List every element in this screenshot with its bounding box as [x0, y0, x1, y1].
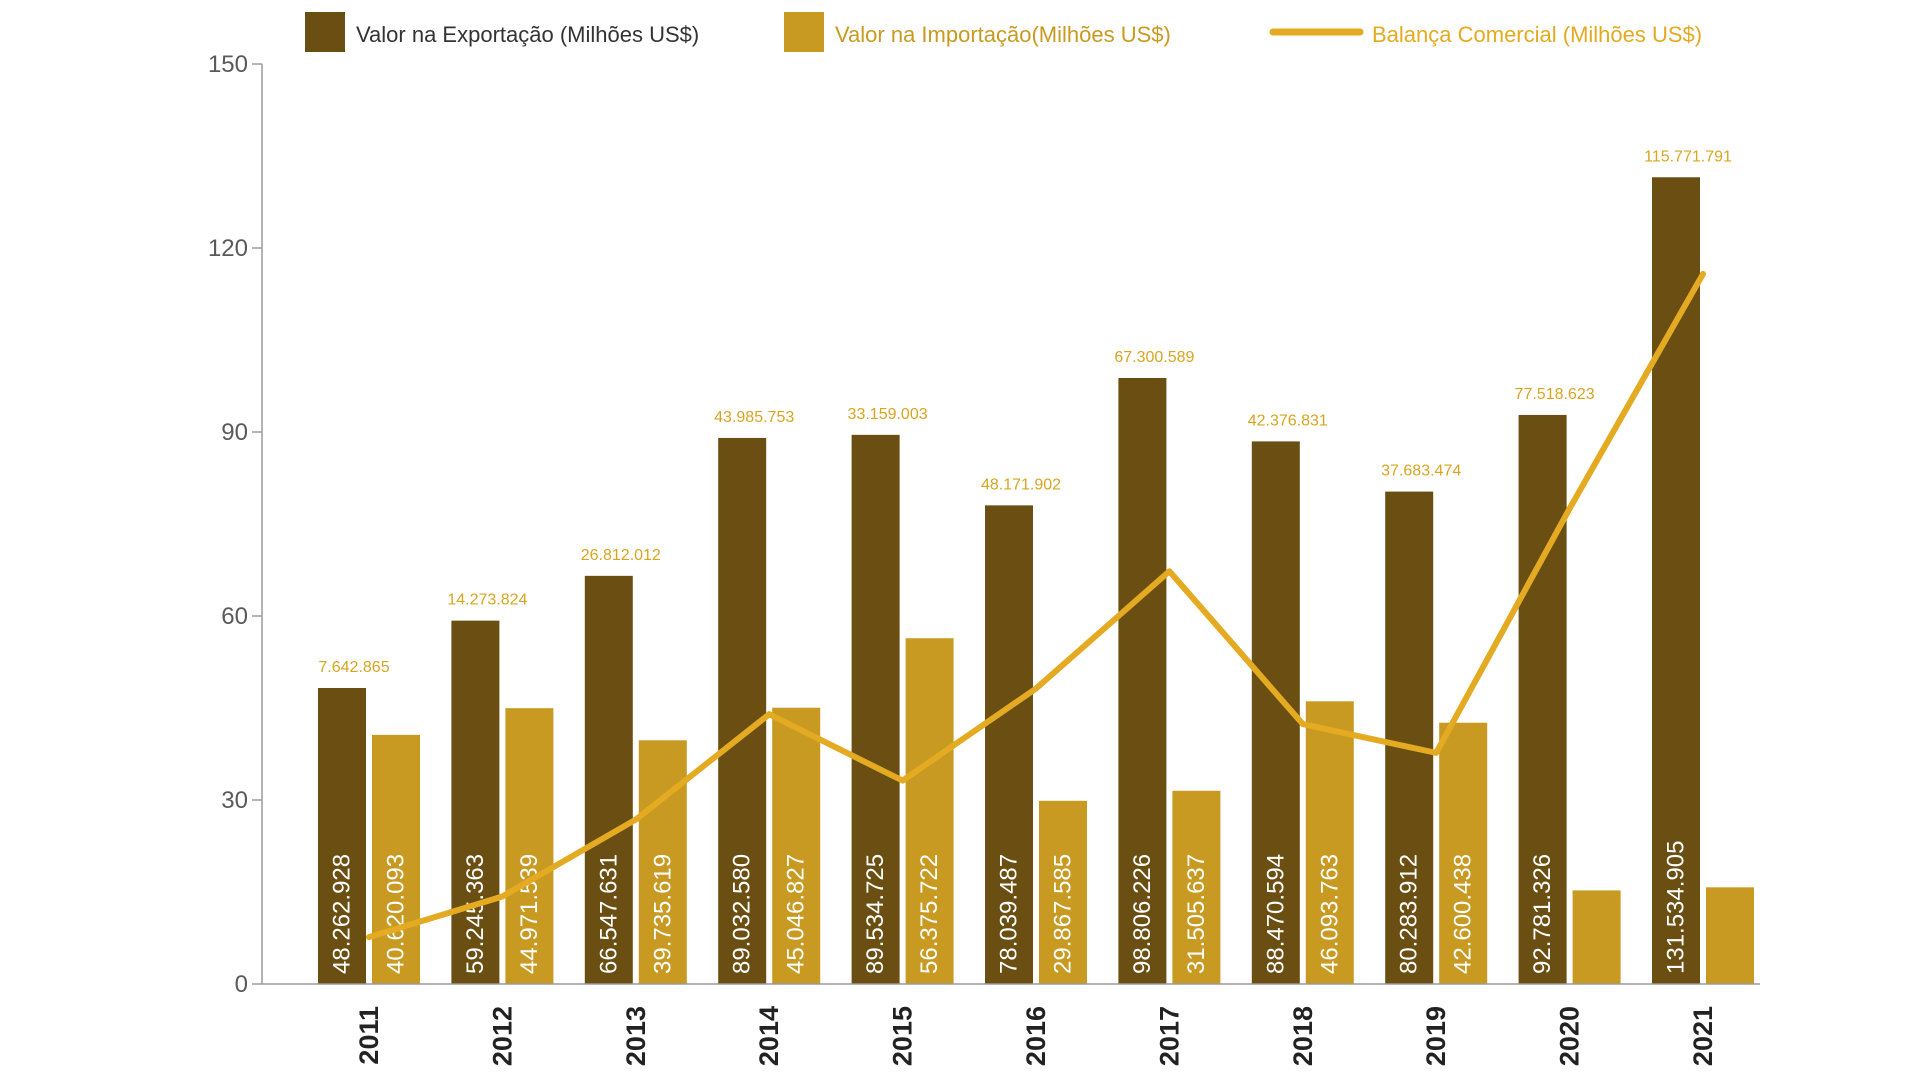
- import-bar: [505, 708, 554, 984]
- export-bar: [1385, 491, 1434, 984]
- export-bar-label: 89.534.725: [862, 854, 889, 974]
- x-tick-label: 2015: [888, 1006, 918, 1066]
- export-bar: [985, 505, 1033, 984]
- legend: Valor na Exportação (Milhões US$) Valor …: [305, 12, 1702, 52]
- export-bar-label: 80.283.912: [1396, 854, 1423, 974]
- balance-value-label: 115.771.791: [1644, 148, 1732, 165]
- export-bar-label: 92.781.326: [1529, 854, 1556, 974]
- export-bar-label: 89.032.580: [729, 854, 756, 974]
- x-tick-label: 2012: [487, 1006, 517, 1066]
- export-bar-label: 48.262.928: [329, 854, 356, 974]
- import-bar-label: 15.262.703: [1583, 760, 1610, 880]
- bars-layer: 48.262.928 40.620.093 7.642.865 59.245.363 4…: [318, 148, 1754, 985]
- balance-value-label: 7.642.865: [318, 659, 389, 676]
- legend-swatch-export: [305, 12, 345, 52]
- y-tick-label: 0: [235, 971, 248, 998]
- import-bar: [1706, 887, 1754, 984]
- import-bar: [1039, 800, 1087, 984]
- balance-value-label: 77.518.623: [1515, 386, 1595, 403]
- export-bar-label: 131.534.905: [1663, 841, 1690, 974]
- y-axis: 0 30 60 90 120 150: [208, 51, 263, 998]
- y-tick-label: 90: [221, 419, 248, 446]
- export-bar: [851, 434, 900, 984]
- balance-value-label: 67.300.589: [1114, 349, 1194, 366]
- import-bar: [905, 638, 954, 984]
- export-bar: [1118, 377, 1167, 984]
- export-bar: [318, 687, 366, 984]
- balance-value-label: 33.159.003: [848, 406, 928, 423]
- x-axis: 2011 2012 2013 2014 2015 2016 2017 2018 2019 2020…: [262, 983, 1760, 1066]
- balance-value-label: 48.171.902: [981, 476, 1061, 493]
- y-tick-label: 30: [221, 787, 248, 814]
- y-tick-label: 120: [208, 235, 248, 262]
- import-bar-label: 40.620.093: [383, 854, 410, 974]
- export-bar: [1652, 177, 1700, 985]
- import-bar: [638, 740, 687, 984]
- balance-value-label: 43.985.753: [714, 409, 794, 426]
- export-bar-label: 59.245.363: [462, 854, 489, 974]
- legend-label-import: Valor na Importação(Milhões US$): [835, 22, 1171, 47]
- x-tick-label: 2011: [354, 1006, 384, 1065]
- export-bar: [718, 437, 767, 985]
- legend-label-export: Valor na Exportação (Milhões US$): [356, 22, 699, 47]
- import-bar-label: 45.046.827: [783, 854, 810, 974]
- import-bar-label: 56.375.722: [916, 854, 943, 974]
- import-bar-label: 42.600.438: [1450, 854, 1477, 974]
- export-bar: [584, 575, 633, 984]
- balance-line-layer: [366, 270, 1706, 941]
- x-tick-label: 2014: [754, 1006, 784, 1066]
- import-bar-label: 44.971.539: [516, 854, 543, 974]
- x-tick-label: 2017: [1154, 1006, 1184, 1066]
- import-bar: [1439, 722, 1488, 984]
- import-bar-label: 29.867.585: [1050, 854, 1077, 974]
- y-tick-label: 150: [208, 51, 248, 78]
- import-bar-label: 15.763.114: [1717, 759, 1744, 877]
- x-tick-label: 2020: [1555, 1006, 1585, 1066]
- import-bar-label: 31.505.637: [1183, 854, 1210, 974]
- legend-swatch-import: [784, 12, 824, 52]
- x-tick-label: 2021: [1688, 1006, 1718, 1066]
- export-bar: [451, 620, 500, 984]
- import-bar: [372, 734, 420, 984]
- balance-value-label: 26.812.012: [581, 547, 661, 564]
- import-bar: [1305, 701, 1354, 984]
- x-tick-label: 2019: [1421, 1006, 1451, 1066]
- export-bar-label: 98.806.226: [1129, 854, 1156, 974]
- y-tick-label: 60: [221, 603, 248, 630]
- balance-value-label: 42.376.831: [1248, 412, 1328, 429]
- x-tick-label: 2018: [1288, 1006, 1318, 1066]
- import-bar: [772, 707, 821, 984]
- import-bar: [1172, 790, 1221, 984]
- export-bar: [1518, 414, 1567, 985]
- balance-value-label: 14.273.824: [447, 592, 527, 609]
- import-bar: [1572, 890, 1621, 984]
- export-bar-label: 66.547.631: [595, 854, 622, 974]
- import-bar-label: 39.735.619: [649, 854, 676, 974]
- import-bar-label: 46.093.763: [1316, 854, 1343, 974]
- x-tick-label: 2016: [1021, 1006, 1051, 1066]
- legend-label-balance: Balança Comercial (Milhões US$): [1372, 22, 1702, 47]
- balance-value-label: 37.683.474: [1381, 463, 1461, 480]
- x-tick-label: 2013: [621, 1006, 651, 1066]
- export-bar-label: 88.470.594: [1262, 854, 1289, 974]
- export-bar-label: 78.039.487: [996, 854, 1023, 974]
- balance-line: [366, 270, 1706, 941]
